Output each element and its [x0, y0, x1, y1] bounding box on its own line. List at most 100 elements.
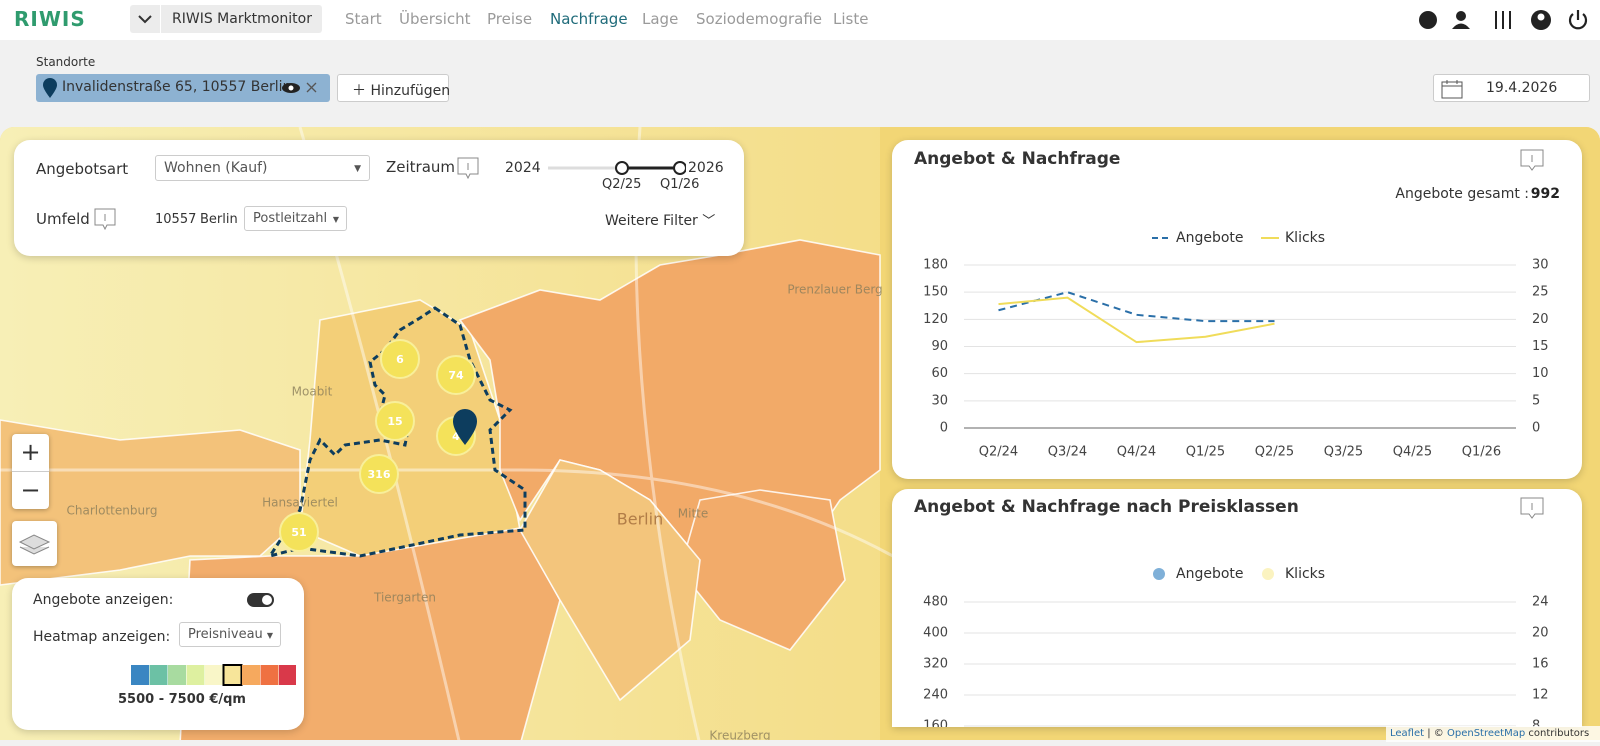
- y-tick-label: 120: [923, 312, 948, 327]
- y-tick-label: 30: [931, 393, 948, 408]
- x-tick-label: Q4/25: [1393, 445, 1432, 460]
- cluster-count: 51: [291, 526, 306, 539]
- heatmap-label: Heatmap anzeigen:: [33, 629, 171, 645]
- y2-tick-label: 10: [1532, 366, 1549, 381]
- cluster[interactable]: [375, 401, 415, 441]
- pin-icon: [43, 78, 57, 98]
- period-end: 2026: [688, 160, 724, 176]
- menu-item[interactable]: Soziodemografie: [696, 10, 823, 28]
- icon-users[interactable]: [1456, 11, 1466, 21]
- cluster[interactable]: [380, 339, 420, 379]
- menu-item[interactable]: Start: [345, 10, 382, 28]
- info-icon[interactable]: [456, 156, 480, 180]
- info-icon[interactable]: [1520, 497, 1544, 519]
- osm-link[interactable]: OpenStreetMap: [1447, 728, 1526, 739]
- period-start: 2024: [505, 160, 541, 176]
- scale-swatch: [186, 665, 205, 685]
- place-label: Prenzlauer Berg: [787, 283, 882, 297]
- y-tick-label: 90: [931, 339, 948, 354]
- y2-tick-label: 8: [1532, 719, 1540, 728]
- area-label: Umfeld: [36, 210, 90, 228]
- scale-swatch: [131, 665, 149, 685]
- zoom-out[interactable]: −: [20, 476, 41, 504]
- type-select[interactable]: Wohnen (Kauf) ▼: [155, 155, 370, 181]
- chart-title: Angebot & Nachfrage: [914, 149, 1120, 169]
- menu-item[interactable]: Liste: [833, 10, 869, 28]
- x-tick-label: Q4/24: [1117, 445, 1156, 460]
- y-tick-label: 240: [923, 688, 948, 703]
- scale-swatch: [260, 665, 279, 685]
- menu-item[interactable]: Nachfrage: [550, 10, 628, 28]
- type-label: Angebotsart: [36, 160, 129, 178]
- series-line: [998, 291, 1275, 323]
- place-label: Moabit: [292, 385, 333, 399]
- scale-swatch: [149, 665, 168, 685]
- cluster[interactable]: [279, 512, 319, 552]
- legend-marker: [1153, 568, 1165, 580]
- chart-title: Angebot & Nachfrage nach Preisklassen: [914, 497, 1299, 517]
- color-scale: [131, 664, 296, 686]
- menu-item[interactable]: Lage: [642, 10, 679, 28]
- zoom-in[interactable]: +: [12, 434, 49, 472]
- type-value: Wohnen (Kauf): [164, 160, 268, 176]
- locations-label: Standorte: [36, 55, 96, 69]
- chart-panel: Angebot & Nachfrage nach Preisklassen 160…: [892, 489, 1582, 727]
- y-tick-label: 0: [940, 421, 948, 436]
- cluster-count: 316: [368, 468, 391, 481]
- layers-icon: [18, 534, 51, 555]
- range-from: Q2/25: [602, 177, 642, 192]
- layers-control[interactable]: [12, 521, 57, 566]
- logo[interactable]: RIWIS: [14, 7, 86, 31]
- leaflet-link[interactable]: Leaflet: [1390, 728, 1425, 739]
- x-tick-label: Q2/25: [1255, 445, 1294, 460]
- chart: Angebot & Nachfrage nach Preisklassen 160…: [914, 497, 1549, 728]
- period-slider[interactable]: [546, 158, 686, 178]
- menu-item[interactable]: Preise: [487, 10, 533, 28]
- cluster[interactable]: [359, 454, 399, 494]
- period-label: Zeitraum: [386, 158, 456, 176]
- chevron: [138, 15, 152, 24]
- offers-label: Angebote anzeigen:: [33, 592, 174, 608]
- app-dropdown[interactable]: [130, 5, 160, 33]
- icon-logout[interactable]: [1568, 10, 1588, 30]
- scale-range: 5500 - 7500 €/qm: [118, 692, 246, 707]
- menu-item[interactable]: Übersicht: [399, 10, 471, 28]
- chip-actions[interactable]: [281, 80, 325, 96]
- area-city: Berlin: [200, 212, 238, 227]
- x-tick-label: Q2/24: [979, 445, 1018, 460]
- calendar-icon: [1441, 80, 1463, 99]
- location-chip[interactable]: Invalidenstraße 65, 10557 Berlin: [36, 74, 330, 102]
- y-tick-label: 480: [923, 595, 948, 610]
- more-filters[interactable]: Weitere Filter ﹀: [605, 213, 716, 229]
- cluster-count: 6: [396, 353, 404, 366]
- x-tick-label: Q3/24: [1048, 445, 1087, 460]
- x-tick-label: Q1/25: [1186, 445, 1225, 460]
- y2-tick-label: 20: [1532, 626, 1549, 641]
- y-tick-label: 320: [923, 657, 948, 672]
- y-tick-label: 150: [923, 285, 948, 300]
- area-zip: 10557: [155, 212, 197, 227]
- scale-swatch: [222, 664, 243, 686]
- offers-toggle[interactable]: [246, 591, 276, 609]
- legend-label: Klicks: [1285, 230, 1325, 246]
- cluster[interactable]: [436, 355, 476, 395]
- info-icon[interactable]: [93, 207, 117, 231]
- place-label: Mitte: [678, 507, 708, 521]
- range-to: Q1/26: [660, 177, 700, 192]
- y-tick-label: 400: [923, 626, 948, 641]
- nav-icons: [1419, 10, 1588, 30]
- date-text: 19.4.2026: [1486, 80, 1558, 96]
- icon-settings[interactable]: [1495, 11, 1511, 29]
- y-tick-label: 60: [931, 366, 948, 381]
- area-select[interactable]: Postleitzahl ▼: [244, 206, 347, 231]
- add-button[interactable]: ＋ Hinzufügen: [337, 74, 450, 102]
- icon-globe[interactable]: [1419, 11, 1437, 29]
- chart-panel: Angebot & Nachfrage 992 Angebote gesamt : 0…: [892, 140, 1582, 479]
- heatmap-select[interactable]: Preisniveau ▼: [179, 622, 281, 647]
- scale-swatch: [205, 665, 223, 685]
- date-picker[interactable]: 19.4.2026: [1433, 74, 1590, 102]
- attribution-rest: contributors: [1528, 728, 1590, 739]
- app-name[interactable]: RIWIS Marktmonitor: [161, 5, 322, 33]
- info-icon[interactable]: [1520, 149, 1544, 171]
